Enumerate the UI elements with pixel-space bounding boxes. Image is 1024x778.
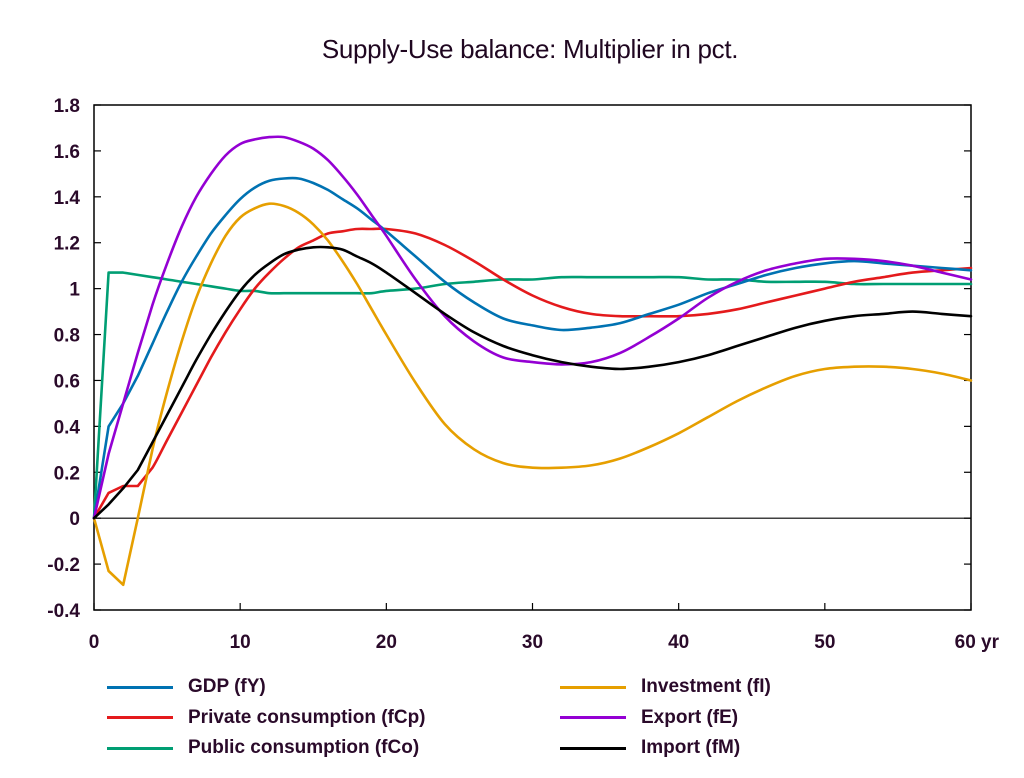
legend-item-import: Import (fM) bbox=[560, 733, 771, 764]
y-tick-label: 0.6 bbox=[54, 371, 80, 392]
series-line-private-consumption bbox=[92, 227, 973, 520]
legend-item-investment: Investment (fI) bbox=[560, 672, 771, 703]
legend-swatch-gdp bbox=[107, 685, 173, 689]
legend-swatch-import bbox=[560, 746, 626, 750]
series-lines bbox=[92, 135, 973, 587]
legend-left: GDP (fY) Private consumption (fCp) Publi… bbox=[107, 672, 426, 764]
y-tick-label: 1.4 bbox=[54, 188, 81, 209]
legend-item-export: Export (fE) bbox=[560, 703, 771, 734]
x-tick-label: 0 bbox=[89, 632, 100, 653]
y-tick-label: 0 bbox=[69, 509, 80, 530]
y-tick-label: 0.2 bbox=[54, 463, 80, 484]
y-tick-label: 1.8 bbox=[54, 96, 80, 117]
legend-swatch-investment bbox=[560, 685, 626, 689]
x-tick-label: 30 bbox=[522, 632, 543, 653]
legend-label-export: Export (fE) bbox=[641, 706, 739, 728]
y-tick-label: 1.2 bbox=[54, 234, 80, 255]
legend-swatch-private-consumption bbox=[107, 716, 173, 720]
legend-label-investment: Investment (fI) bbox=[641, 676, 771, 698]
y-tick-label: 1 bbox=[69, 280, 80, 301]
series-line-import bbox=[92, 245, 973, 520]
plot-frame bbox=[93, 104, 972, 611]
x-tick-label: 20 bbox=[376, 632, 397, 653]
legend-swatch-public-consumption bbox=[107, 746, 173, 750]
legend-right: Investment (fI) Export (fE) Import (fM) bbox=[560, 672, 771, 764]
y-tick-label: 0.8 bbox=[54, 326, 80, 347]
legend-item-private-consumption: Private consumption (fCp) bbox=[107, 703, 426, 734]
legend-label-private-consumption: Private consumption (fCp) bbox=[188, 706, 426, 728]
y-tick-label: -0.4 bbox=[47, 601, 80, 622]
chart-title: Supply-Use balance: Multiplier in pct. bbox=[321, 34, 739, 64]
legend-label-public-consumption: Public consumption (fCo) bbox=[188, 737, 420, 759]
x-tick-label: 60 yr bbox=[955, 632, 1000, 653]
y-tick-label: -0.2 bbox=[47, 555, 80, 576]
legend-label-import: Import (fM) bbox=[641, 737, 741, 759]
series-line-public-consumption bbox=[92, 271, 973, 520]
y-tick-label: 0.4 bbox=[54, 417, 81, 438]
tick-labels: -0.4 -0.2 0 0.2 0.4 0.6 0.8 1 1.2 1.4 1.6 1.8 0 10 20 3… bbox=[47, 96, 999, 653]
series-line-investment bbox=[92, 202, 973, 587]
x-tick-label: 50 bbox=[814, 632, 835, 653]
x-tick-label: 40 bbox=[668, 632, 689, 653]
legend-swatch-export bbox=[560, 716, 626, 720]
x-tick-label: 10 bbox=[230, 632, 251, 653]
series-line-export bbox=[92, 135, 973, 520]
legend-item-public-consumption: Public consumption (fCo) bbox=[107, 733, 426, 764]
legend-label-gdp: GDP (fY) bbox=[188, 676, 266, 698]
legend-item-gdp: GDP (fY) bbox=[107, 672, 426, 703]
series-line-gdp bbox=[92, 176, 973, 520]
axes bbox=[93, 104, 972, 611]
y-tick-label: 1.6 bbox=[54, 142, 80, 163]
